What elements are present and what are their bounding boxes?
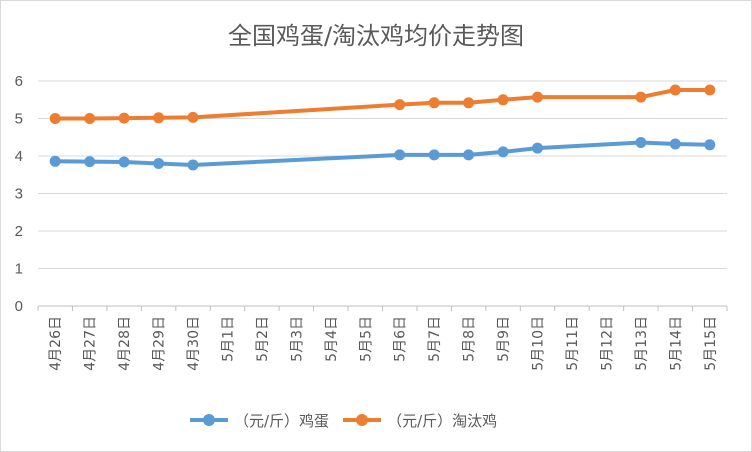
data-point bbox=[669, 138, 681, 150]
x-tick-label: 5月7日 bbox=[427, 316, 443, 362]
data-point bbox=[84, 156, 96, 168]
x-tick-label: 5月13日 bbox=[634, 316, 650, 371]
x-tick-label: 5月8日 bbox=[462, 316, 478, 362]
data-point bbox=[532, 142, 543, 154]
y-tick-label: 5 bbox=[15, 111, 23, 128]
gridlines bbox=[38, 80, 727, 269]
x-tick-label: 5月12日 bbox=[599, 316, 615, 371]
data-point bbox=[187, 111, 199, 123]
data-point bbox=[669, 84, 681, 96]
data-point bbox=[428, 149, 440, 161]
data-point bbox=[635, 91, 647, 103]
y-tick-label: 0 bbox=[15, 298, 23, 315]
data-point bbox=[704, 139, 716, 151]
data-point bbox=[532, 91, 543, 103]
y-tick-label: 4 bbox=[15, 148, 23, 165]
legend-label-eggs: （元/斤）鸡蛋 bbox=[234, 411, 330, 430]
y-tick-label: 6 bbox=[15, 73, 23, 90]
series-line-1 bbox=[53, 88, 712, 121]
data-point bbox=[497, 146, 509, 158]
data-point bbox=[394, 99, 406, 111]
data-point bbox=[428, 97, 440, 109]
x-tick-label: 5月6日 bbox=[393, 316, 409, 362]
data-point bbox=[84, 113, 96, 124]
data-point bbox=[153, 112, 165, 124]
y-tick-label: 3 bbox=[15, 186, 23, 203]
x-tick-label: 5月3日 bbox=[289, 316, 305, 362]
x-axis bbox=[37, 305, 728, 311]
data-point bbox=[635, 137, 647, 148]
x-tick-label: 5月5日 bbox=[358, 316, 374, 362]
data-point bbox=[118, 156, 130, 168]
legend-item-culled-hens: （元/斤）淘汰鸡 bbox=[343, 410, 497, 431]
x-tick-label: 4月27日 bbox=[83, 316, 99, 371]
legend: （元/斤）鸡蛋 （元/斤）淘汰鸡 bbox=[190, 409, 511, 431]
series-line-0 bbox=[53, 140, 712, 167]
y-axis-labels: 0 1 2 3 4 5 6 bbox=[15, 73, 23, 315]
series-points bbox=[49, 84, 716, 171]
legend-swatch-eggs bbox=[190, 413, 228, 427]
x-tick-label: 5月2日 bbox=[255, 316, 271, 362]
y-tick-label: 1 bbox=[15, 261, 23, 278]
data-point bbox=[49, 113, 61, 124]
data-point bbox=[153, 158, 165, 169]
data-point bbox=[463, 97, 475, 109]
x-tick-label: 5月15日 bbox=[703, 316, 719, 371]
data-point bbox=[704, 84, 716, 96]
x-tick-label: 4月30日 bbox=[186, 316, 202, 371]
x-tick-label: 5月1日 bbox=[220, 316, 236, 362]
x-tick-label: 5月14日 bbox=[668, 316, 684, 371]
series-lines bbox=[53, 88, 712, 167]
y-tick-label: 2 bbox=[15, 223, 23, 240]
data-point bbox=[49, 155, 61, 167]
legend-item-eggs: （元/斤）鸡蛋 bbox=[190, 410, 329, 431]
data-point bbox=[463, 149, 475, 161]
x-tick-label: 5月9日 bbox=[496, 316, 512, 362]
x-tick-label: 5月11日 bbox=[565, 316, 581, 371]
legend-swatch-culled-hens bbox=[343, 413, 382, 427]
x-tick-label: 4月28日 bbox=[117, 316, 133, 371]
data-point bbox=[118, 112, 130, 124]
legend-label-culled-hens: （元/斤）淘汰鸡 bbox=[387, 411, 498, 430]
x-tick-label: 4月29日 bbox=[152, 316, 168, 371]
x-tick-label: 5月10日 bbox=[531, 316, 547, 371]
data-point bbox=[497, 94, 509, 106]
data-point bbox=[394, 149, 406, 161]
x-tick-label: 4月26日 bbox=[48, 316, 64, 371]
x-axis-labels: 4月26日 4月27日 4月28日 4月29日 4月30日 5月1日 5月2日 5月3日 5月4… bbox=[48, 316, 719, 371]
data-point bbox=[187, 159, 199, 171]
chart-title: 全国鸡蛋/淘汰鸡均价走势图 bbox=[227, 22, 525, 50]
x-tick-label: 5月4日 bbox=[324, 316, 340, 362]
